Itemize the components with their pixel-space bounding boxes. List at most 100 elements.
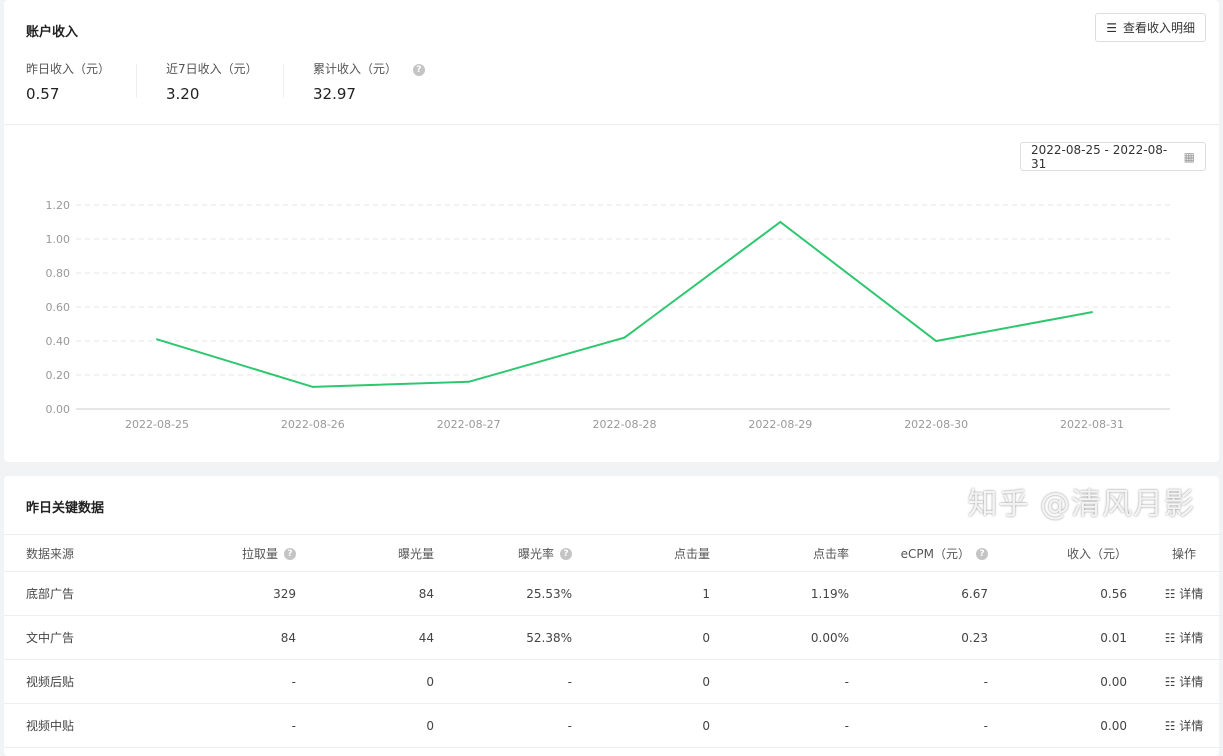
view-income-detail-button[interactable]: ☰ 查看收入明细 (1095, 13, 1206, 42)
table-cell: 52.38% (434, 615, 572, 660)
detail-link[interactable]: ☷ 详情 (1165, 631, 1204, 645)
data-point (311, 385, 314, 388)
x-tick-label: 2022-08-30 (904, 418, 968, 431)
date-range-picker[interactable]: 2022-08-25 - 2022-08-31 ▦ (1020, 142, 1206, 171)
stat-label: 昨日收入（元） (26, 62, 111, 76)
table-cell: - (156, 659, 296, 704)
detail-link-label: 详情 (1179, 587, 1204, 601)
detail-link-label: 详情 (1179, 719, 1204, 733)
x-tick-label: 2022-08-29 (748, 418, 812, 431)
x-tick-label: 2022-08-25 (125, 418, 189, 431)
column-header-label: 操作 (1171, 546, 1196, 561)
table-cell: - (849, 703, 988, 748)
table-cell: 329 (156, 571, 296, 616)
key-data-title: 昨日关键数据 (26, 501, 105, 516)
table-cell: 0 (296, 659, 434, 704)
data-point (779, 221, 782, 223)
y-tick-label: 0.80 (46, 267, 71, 280)
table-cell: - (156, 703, 296, 748)
table-cell: 44 (296, 615, 434, 660)
table-cell: 0.00% (710, 615, 849, 660)
x-tick-label: 2022-08-27 (437, 418, 501, 431)
detail-link[interactable]: ☷ 详情 (1165, 719, 1204, 733)
stat-7days: 近7日收入（元） 3.20 (166, 60, 258, 103)
action-cell: ☷ 详情 (1127, 615, 1223, 660)
divider (283, 64, 284, 98)
table-cell: 84 (296, 571, 434, 616)
y-tick-label: 1.00 (46, 233, 71, 246)
column-header: 曝光率? (434, 534, 572, 572)
list-icon: ☰ (1106, 20, 1117, 35)
help-icon[interactable]: ? (412, 63, 425, 76)
list-icon: ☷ (1164, 587, 1176, 601)
date-range-value: 2022-08-25 - 2022-08-31 (1031, 142, 1168, 171)
stat-label: 累计收入（元） (313, 62, 398, 76)
income-series-line (156, 220, 1093, 388)
table-row: 视频中贴 -0-0- -0.00 ☷ 详情 (4, 703, 1223, 748)
table-cell: 视频中贴 (4, 703, 156, 748)
table-row: 文中广告 84 44 52.38% 0 0.00% 0.23 0.01 ☷ 详情 (4, 615, 1223, 660)
column-header: 点击量 (572, 534, 710, 572)
divider (136, 64, 137, 98)
list-icon: ☷ (1164, 631, 1176, 645)
data-point (156, 338, 158, 341)
help-icon[interactable]: ? (976, 548, 988, 560)
y-tick-label: 0.40 (46, 335, 71, 348)
table-cell: 0.00 (988, 703, 1127, 748)
table-cell: 底部广告 (4, 571, 156, 616)
column-header: 曝光量 (296, 534, 434, 572)
data-point (623, 336, 626, 339)
data-point (935, 340, 938, 342)
view-income-detail-label: 查看收入明细 (1122, 21, 1195, 35)
column-header: eCPM（元）? (849, 534, 988, 572)
income-line-chart: 0.00 0.20 0.40 0.60 0.80 1.00 1.20 2022-08-25 20… (46, 199, 1170, 431)
detail-link-label: 详情 (1179, 675, 1204, 689)
column-header: 操作 (1127, 534, 1223, 572)
x-tick-label: 2022-08-26 (281, 418, 345, 431)
table-cell: 视频后贴 (4, 659, 156, 704)
divider (4, 124, 1219, 125)
column-header-label: 收入（元） (1066, 546, 1127, 561)
detail-link-label: 详情 (1179, 631, 1204, 645)
list-icon: ☷ (1164, 719, 1176, 733)
table-cell: 0 (572, 659, 710, 704)
y-tick-label: 0.60 (46, 301, 71, 314)
calendar-icon: ▦ (1183, 149, 1195, 164)
column-header: 收入（元） (988, 534, 1127, 572)
table-cell: 1.19% (710, 571, 849, 616)
detail-link[interactable]: ☷ 详情 (1165, 675, 1204, 689)
action-cell: ☷ 详情 (1127, 571, 1223, 616)
y-tick-label: 0.00 (46, 403, 71, 416)
column-header-label: 拉取量 (241, 546, 278, 561)
key-data-card: 昨日关键数据 知乎 @清风月影 数据来源 拉取量? 曝光量 曝光率? 点击量 点击率 eCP… (4, 476, 1223, 756)
table-cell: 0 (572, 703, 710, 748)
column-header: 数据来源 (4, 534, 156, 572)
table-cell: 0.01 (988, 615, 1127, 660)
table-cell: 84 (156, 615, 296, 660)
help-icon[interactable]: ? (284, 548, 296, 560)
watermark: 知乎 @清风月影 (967, 487, 1195, 522)
table-cell: 0 (296, 703, 434, 748)
table-cell: 6.67 (849, 571, 988, 616)
table-cell: 0.56 (988, 571, 1127, 616)
column-header: 拉取量? (156, 534, 296, 572)
account-income-title: 账户收入 (26, 25, 79, 40)
data-point (1091, 311, 1093, 314)
table-cell: 文中广告 (4, 615, 156, 660)
stat-value: 3.20 (166, 85, 200, 103)
key-data-table: 数据来源 拉取量? 曝光量 曝光率? 点击量 点击率 eCPM（元）? 收入（元） 操作 底部广告… (4, 534, 1223, 748)
stat-label: 近7日收入（元） (166, 62, 258, 76)
table-cell: 0.23 (849, 615, 988, 660)
table-cell: 1 (572, 571, 710, 616)
help-icon[interactable]: ? (560, 548, 572, 560)
detail-link[interactable]: ☷ 详情 (1165, 587, 1204, 601)
table-cell: - (710, 659, 849, 704)
table-cell: 25.53% (434, 571, 572, 616)
column-header-label: 数据来源 (26, 546, 75, 561)
column-header-label: 点击量 (673, 546, 710, 561)
column-header-label: 曝光量 (397, 546, 434, 561)
data-point (467, 380, 470, 383)
table-cell: - (849, 659, 988, 704)
y-tick-label: 0.20 (46, 369, 71, 382)
table-row: 视频后贴 -0-0- -0.00 ☷ 详情 (4, 659, 1223, 704)
